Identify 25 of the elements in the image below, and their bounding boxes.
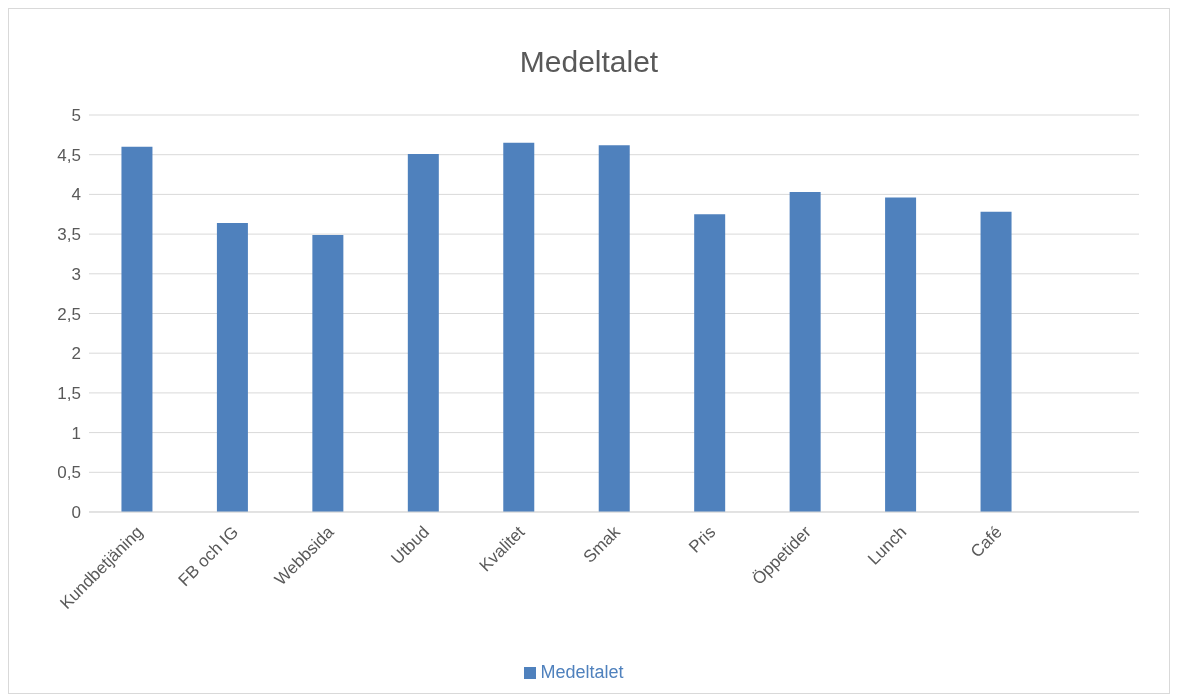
bar	[980, 211, 1012, 512]
y-tick-label: 3	[71, 264, 81, 284]
x-tick-label: FB och IG	[174, 522, 243, 591]
y-tick-label: 2	[71, 344, 81, 364]
x-tick-label: Pris	[685, 522, 720, 557]
chart-title: Medeltalet	[518, 44, 660, 80]
y-tick-label: 4	[71, 185, 81, 205]
y-tick-label: 1,5	[57, 383, 81, 403]
y-tick-label: 4,5	[57, 145, 81, 165]
y-tick-label: 3,5	[57, 225, 81, 245]
y-tick-label: 0	[71, 503, 81, 523]
bar	[789, 192, 821, 512]
y-tick-label: 2,5	[57, 304, 81, 324]
bar	[121, 146, 153, 512]
y-tick-label: 0,5	[57, 463, 81, 483]
bar	[598, 145, 630, 512]
bar	[503, 142, 535, 512]
y-tick-label: 1	[71, 423, 81, 443]
bar	[312, 234, 344, 512]
bar	[694, 214, 726, 512]
bar	[216, 222, 248, 512]
legend-label: Medeltalet	[540, 662, 624, 682]
bar	[407, 153, 439, 512]
y-tick-label: 5	[71, 106, 81, 126]
bar	[885, 197, 917, 512]
